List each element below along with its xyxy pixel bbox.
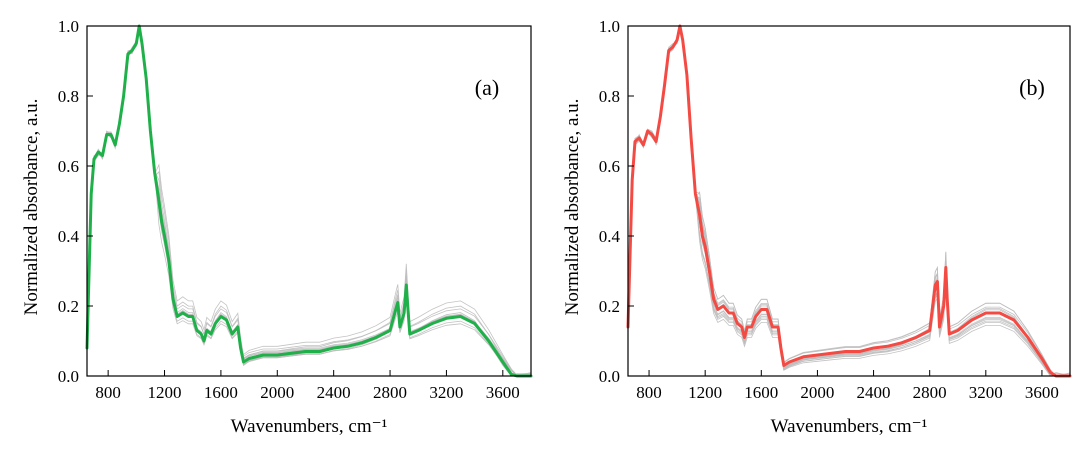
panel-a-sample-spectrum [86,25,532,377]
panel-b-sample-spectrum [627,26,1071,377]
panel-a-y-tick-label: 0.8 [58,87,79,106]
panel-a-x-tick-label: 800 [95,383,121,402]
panel-b-sample-spectrum [627,25,1071,377]
panel-b-y-tick-label: 0.2 [599,297,620,316]
panel-a-y-tick-label: 0.0 [58,367,79,386]
panel-b-y-axis-label: Normalized absorbance, a.u. [562,99,583,316]
panel-b-x-tick-label: 2000 [800,383,834,402]
panel-a-y-axis-label: Normalized absorbance, a.u. [21,99,42,316]
panel-b-x-tick-label: 800 [636,383,662,402]
panel-a-y-tick-label: 0.4 [58,227,80,246]
panel-a-x-tick-label: 2800 [373,383,407,402]
panel-a: 800 1200 1600 2000 2400 2800 3200 3600 0.00.20.… [21,17,533,437]
panel-b-y-tick-label: 0.8 [599,87,620,106]
panel-b-sample-spectrum [627,25,1071,377]
panel-b-x-axis-label: Wavenumbers, cm⁻¹ [771,416,928,437]
panel-b-sample-spectrum [627,25,1071,377]
panel-b-x-tick-label: 3200 [969,383,1003,402]
panel-b-y-tick-label: 0.6 [599,157,620,176]
panel-a-label: (a) [475,75,499,100]
panel-b: 800 1200 1600 2000 2400 2800 3200 3600 0.00.20.… [562,17,1072,437]
panel-b-x-ticks: 800 1200 1600 2000 2400 2800 3200 3600 [636,370,1059,402]
panel-a-sample-spectrum [86,26,532,377]
panel-a-mean-line [85,24,533,378]
panel-b-sample-spectrum [627,26,1070,377]
panel-b-mean-line [626,24,1072,378]
panel-a-y-ticks: 0.0 0.2 0.4 0.6 0.8 1.0 [58,17,93,386]
panel-a-sample-spectrum [86,26,531,377]
panel-b-x-tick-label: 2800 [913,383,947,402]
panel-a-sample-spectrum [86,27,532,377]
panel-a-sample-spectrum [86,28,532,377]
panel-b-sample-spectra [627,25,1071,377]
panel-b-y-tick-label: 0.0 [599,367,620,386]
panel-a-x-tick-label: 2000 [260,383,294,402]
panel-b-x-tick-label: 3600 [1025,383,1059,402]
panel-a-x-tick-label: 3600 [486,383,520,402]
panel-b-plot-frame [627,25,1071,377]
panel-a-x-tick-label: 3200 [429,383,463,402]
panel-b-y-tick-label: 0.4 [599,227,621,246]
panel-a-y-tick-label: 0.6 [58,157,79,176]
panel-b-y-tick-label: 1.0 [599,17,620,36]
panel-a-y-tick-label: 0.2 [58,297,79,316]
panel-b-x-tick-label: 2400 [857,383,891,402]
panel-b-sample-spectrum [627,25,1070,377]
panel-a-sample-spectrum [86,25,532,375]
panel-b-x-tick-label: 1200 [688,383,722,402]
panel-a-mean-spectrum [85,24,533,378]
panel-a-sample-spectrum [86,27,532,377]
panel-b-y-ticks: 0.0 0.2 0.4 0.6 0.8 1.0 [599,17,634,386]
panel-a-x-tick-label: 2400 [317,383,351,402]
panel-a-x-tick-label: 1200 [148,383,182,402]
panel-a-sample-spectrum [86,25,531,377]
panel-a-sample-spectrum [86,26,531,377]
panel-b-label: (b) [1019,75,1045,100]
panel-a-sample-spectrum [86,27,531,377]
panel-b-sample-spectrum [627,27,1071,377]
panel-a-y-tick-label: 1.0 [58,17,79,36]
panel-a-x-tick-label: 1600 [204,383,238,402]
panel-a-sample-spectrum [86,27,532,377]
panel-a-plot-frame [86,25,532,377]
panel-b-x-tick-label: 1600 [744,383,778,402]
panel-a-sample-spectra [86,25,532,377]
panel-a-x-axis-label: Wavenumbers, cm⁻¹ [231,416,388,437]
panel-b-sample-spectrum [627,25,1071,377]
panel-b-sample-spectrum [627,26,1070,377]
panel-a-sample-spectrum [86,25,532,377]
panel-a-x-ticks: 800 1200 1600 2000 2400 2800 3200 3600 [95,370,520,402]
panel-b-mean-spectrum [626,24,1072,378]
